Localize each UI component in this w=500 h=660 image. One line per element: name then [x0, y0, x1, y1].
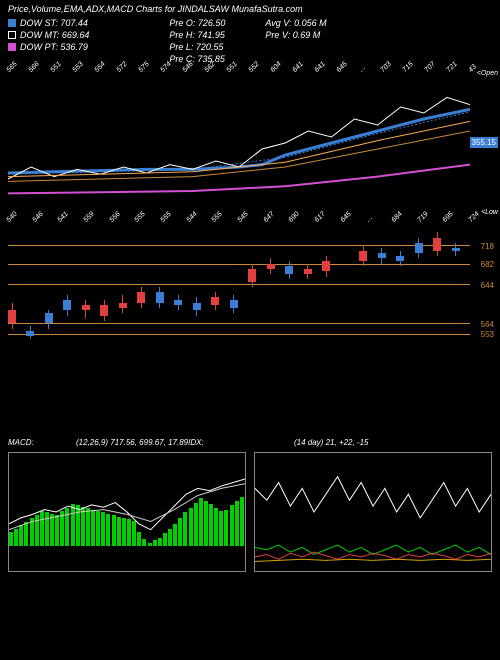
candlestick-chart[interactable]: 718682644564553	[8, 222, 470, 352]
price-highlight: 355.15	[470, 137, 498, 148]
macd-panel[interactable]	[8, 452, 246, 572]
adx-panel[interactable]	[254, 452, 492, 572]
stat-pre-l: Pre L: 720.55	[169, 42, 225, 52]
stat-pre-v: Pre V: 0.69 M	[265, 30, 326, 40]
macd-title: MACD: (12,26,9) 717.56, 699.67, 17.89IDX…	[8, 438, 204, 447]
stats-ohlc: Pre O: 726.50 Pre H: 741.95 Pre L: 720.5…	[169, 18, 225, 64]
swatch-pt	[8, 43, 16, 51]
adx-subtitle: (14 day) 21, +22, -15	[254, 438, 369, 447]
legend-dow-pt: DOW PT: 536.79	[8, 42, 89, 52]
ema-line-chart[interactable]: 5655665515535545725755745465625515526046…	[8, 68, 470, 218]
axis-label-low: <Low	[481, 209, 498, 216]
stat-pre-h: Pre H: 741.95	[169, 30, 225, 40]
stat-avg-v: Avg V: 0.056 M	[265, 18, 326, 28]
axis-label-open: <Open	[477, 70, 498, 77]
chart-title: Price,Volume,EMA,ADX,MACD Charts for JIN…	[0, 0, 500, 18]
legend-st-label: DOW ST: 707.44	[20, 18, 88, 28]
stat-pre-c: Pre C: 735.85	[169, 54, 225, 64]
legend-row: DOW ST: 707.44 DOW MT: 669.64 DOW PT: 53…	[0, 18, 500, 64]
line-area: 355.15	[8, 83, 470, 203]
legend-stats: Pre O: 726.50 Pre H: 741.95 Pre L: 720.5…	[169, 18, 326, 64]
swatch-mt	[8, 31, 16, 39]
legend-dow-st: DOW ST: 707.44	[8, 18, 89, 28]
lower-panels: MACD: (12,26,9) 717.56, 699.67, 17.89IDX…	[0, 452, 500, 572]
stats-vol: Avg V: 0.056 M Pre V: 0.69 M	[265, 18, 326, 64]
legend-indicators: DOW ST: 707.44 DOW MT: 669.64 DOW PT: 53…	[8, 18, 89, 64]
stat-pre-o: Pre O: 726.50	[169, 18, 225, 28]
legend-mt-label: DOW MT: 669.64	[20, 30, 89, 40]
swatch-st	[8, 19, 16, 27]
legend-pt-label: DOW PT: 536.79	[20, 42, 88, 52]
legend-dow-mt: DOW MT: 669.64	[8, 30, 89, 40]
